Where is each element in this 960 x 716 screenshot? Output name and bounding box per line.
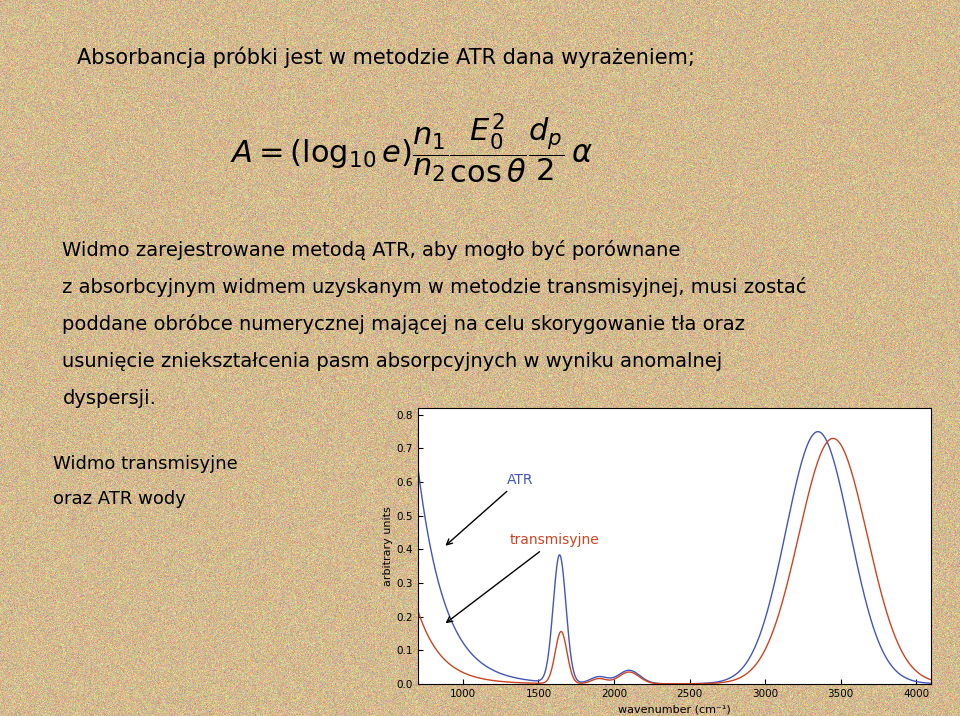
- Text: z absorbcyjnym widmem uzyskanym w metodzie transmisyjnej, musi zostać: z absorbcyjnym widmem uzyskanym w metodz…: [62, 277, 807, 297]
- Text: dyspersji.: dyspersji.: [62, 389, 156, 408]
- Text: ATR: ATR: [446, 473, 533, 545]
- Text: Absorbancja próbki jest w metodzie ATR dana wyrażeniem;: Absorbancja próbki jest w metodzie ATR d…: [77, 47, 695, 68]
- Y-axis label: arbitrary units: arbitrary units: [383, 506, 394, 586]
- X-axis label: wavenumber (cm⁻¹): wavenumber (cm⁻¹): [618, 705, 731, 714]
- Text: oraz ATR wody: oraz ATR wody: [53, 490, 185, 508]
- Text: usunięcie zniekształcenia pasm absorpcyjnych w wyniku anomalnej: usunięcie zniekształcenia pasm absorpcyj…: [62, 352, 723, 371]
- Text: Widmo transmisyjne: Widmo transmisyjne: [53, 455, 237, 473]
- Text: transmisyjne: transmisyjne: [446, 533, 599, 622]
- Text: poddane obróbce numerycznej mającej na celu skorygowanie tła oraz: poddane obróbce numerycznej mającej na c…: [62, 314, 745, 334]
- Text: Widmo zarejestrowane metodą ATR, aby mogło być porównane: Widmo zarejestrowane metodą ATR, aby mog…: [62, 240, 681, 260]
- Text: $A = \left(\log_{10} e\right) \dfrac{n_1}{n_2} \dfrac{E_0^2}{\cos\theta} \dfrac{: $A = \left(\log_{10} e\right) \dfrac{n_1…: [230, 111, 593, 185]
